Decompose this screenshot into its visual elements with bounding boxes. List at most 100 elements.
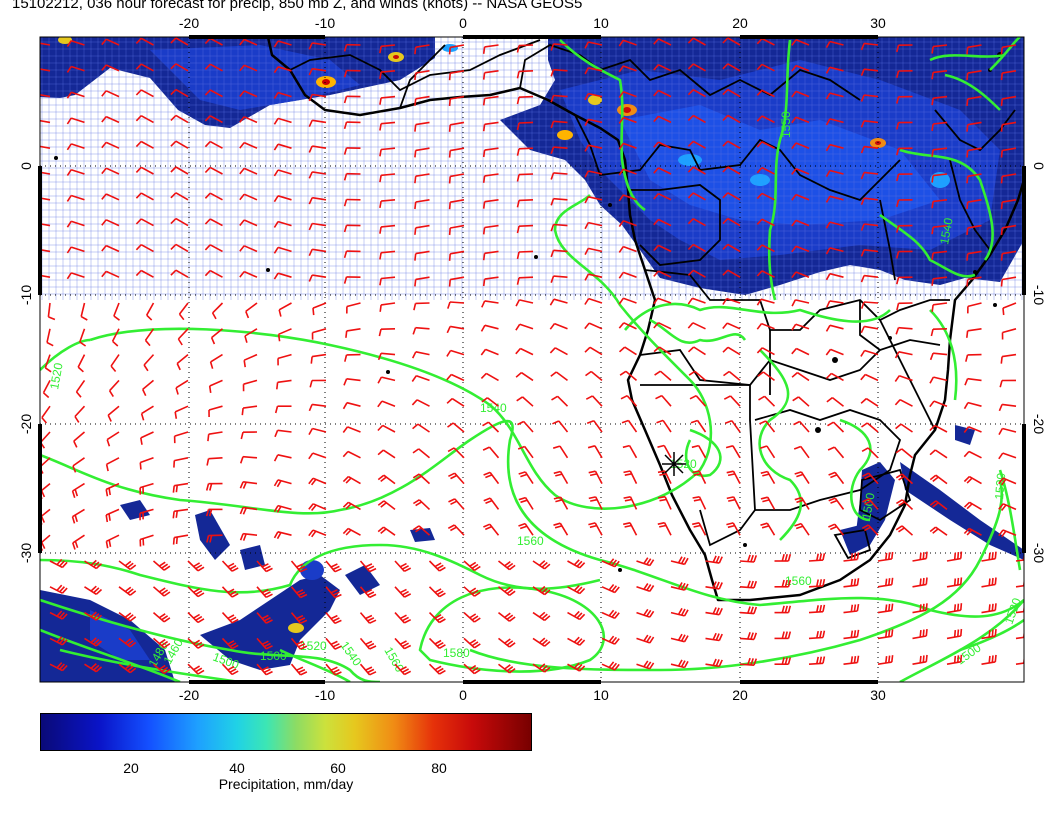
wind-barb-feather: [988, 578, 991, 586]
wind-barb-staff: [877, 558, 892, 562]
wind-barb-staff: [658, 38, 672, 46]
wind-barb-feather: [653, 270, 660, 277]
wind-barb-staff: [454, 472, 465, 485]
wind-barb-staff: [593, 420, 603, 433]
wind-barb-feather: [33, 249, 36, 255]
wind-barb-feather: [59, 611, 65, 619]
wind-barb-feather: [822, 553, 826, 561]
wind-barb-feather: [110, 365, 117, 373]
wind-barb-feather: [553, 522, 561, 526]
contour-label: 1520: [47, 361, 65, 390]
wind-barb-staff: [520, 347, 534, 356]
wind-barb-staff: [380, 302, 396, 306]
wind-barb-feather: [576, 560, 583, 567]
wind-barb-feather: [687, 89, 694, 96]
wind-barb-feather: [624, 524, 632, 528]
wind-barb-staff: [209, 192, 223, 201]
wind-barb-feather: [692, 496, 700, 499]
wind-barb-feather: [244, 335, 248, 343]
wind-barb-staff: [40, 223, 51, 227]
wind-barb-feather: [170, 89, 177, 96]
wind-barb-feather: [365, 640, 373, 646]
wind-barb-feather: [891, 655, 894, 663]
wind-barb-feather: [722, 298, 728, 305]
wind-barb-feather: [794, 496, 802, 501]
wind-barb-feather: [680, 634, 686, 642]
wind-barb-feather: [195, 641, 203, 647]
wind-barb-feather: [113, 315, 120, 321]
wind-barb-feather: [552, 420, 560, 425]
wind-barb-feather: [550, 250, 555, 258]
wind-barb-staff: [624, 346, 637, 356]
wind-barb-feather: [643, 583, 649, 590]
wind-barb-feather: [756, 347, 763, 354]
wind-barb-feather: [538, 611, 546, 618]
wind-barb-staff: [70, 272, 85, 278]
wind-barb-feather: [687, 346, 695, 353]
wind-barb-staff: [553, 68, 568, 72]
wind-barb-feather: [342, 476, 349, 483]
wind-barb-staff: [498, 611, 510, 622]
wind-barb-feather: [791, 323, 797, 331]
wind-barb-feather: [204, 218, 211, 225]
wind-barb-staff: [175, 140, 189, 149]
wind-barb-feather: [796, 499, 804, 504]
wind-barb-feather: [101, 245, 107, 252]
wind-barb-feather: [643, 660, 649, 668]
wind-barb-feather: [998, 477, 1004, 485]
lon-tick-label: 30: [870, 15, 886, 31]
wind-barb-feather: [931, 304, 934, 312]
wind-barb-feather: [550, 198, 555, 206]
wind-barb-staff: [484, 70, 499, 74]
wind-barb-feather: [816, 605, 819, 613]
wind-barb-feather: [310, 356, 313, 364]
wind-barb-feather: [482, 201, 486, 209]
wind-barb-feather: [919, 655, 922, 663]
wind-barb-feather: [231, 644, 239, 650]
wind-barb-staff: [105, 115, 120, 124]
height-contours: [40, 37, 1024, 682]
wind-barb-feather: [680, 660, 686, 668]
wind-barb-staff: [967, 173, 982, 178]
wind-barb-staff: [933, 224, 948, 228]
wind-barb-staff: [696, 420, 707, 433]
wind-barb-staff: [42, 380, 51, 394]
wind-barb-feather: [515, 347, 522, 355]
wind-barb-feather: [624, 473, 632, 476]
wind-barb-feather: [71, 490, 76, 498]
wind-barb-staff: [450, 147, 465, 152]
wind-barb-staff: [524, 446, 534, 459]
wind-barb-feather: [239, 271, 245, 278]
wind-barb-feather: [516, 97, 520, 105]
wind-barb-feather: [241, 408, 244, 416]
wind-barb-feather: [56, 558, 63, 566]
wind-barbs: [33, 37, 1024, 676]
wind-barb-feather: [308, 404, 313, 412]
wind-barb-feather: [861, 447, 869, 452]
wind-barb-feather: [66, 117, 72, 125]
wind-barb-staff: [877, 609, 892, 614]
wind-barb-feather: [888, 629, 891, 637]
wind-barb-feather: [853, 604, 857, 612]
lat-tick-label: -10: [18, 285, 34, 305]
wind-barb-staff: [312, 222, 327, 227]
wind-barb-feather: [161, 666, 169, 672]
wind-barb-feather: [726, 522, 734, 526]
wind-barb-feather: [816, 656, 819, 664]
wind-barb-feather: [204, 89, 211, 96]
wind-barb-feather: [760, 470, 768, 474]
wind-barb-feather: [862, 498, 870, 503]
wind-barb-staff: [175, 192, 189, 201]
wind-barb-feather: [953, 604, 957, 612]
wind-barb-staff: [449, 301, 465, 304]
wind-barb-feather: [781, 579, 785, 588]
wind-barb-staff: [312, 427, 327, 433]
wind-barb-feather: [552, 445, 561, 449]
wind-barb-feather: [747, 554, 751, 562]
wind-barb-feather: [312, 308, 315, 316]
wind-barb-feather: [33, 94, 36, 100]
wind-barb-staff: [381, 400, 396, 407]
wind-barb-staff: [518, 250, 534, 253]
wind-barb-feather: [680, 557, 686, 564]
wind-barb-staff: [761, 347, 775, 356]
